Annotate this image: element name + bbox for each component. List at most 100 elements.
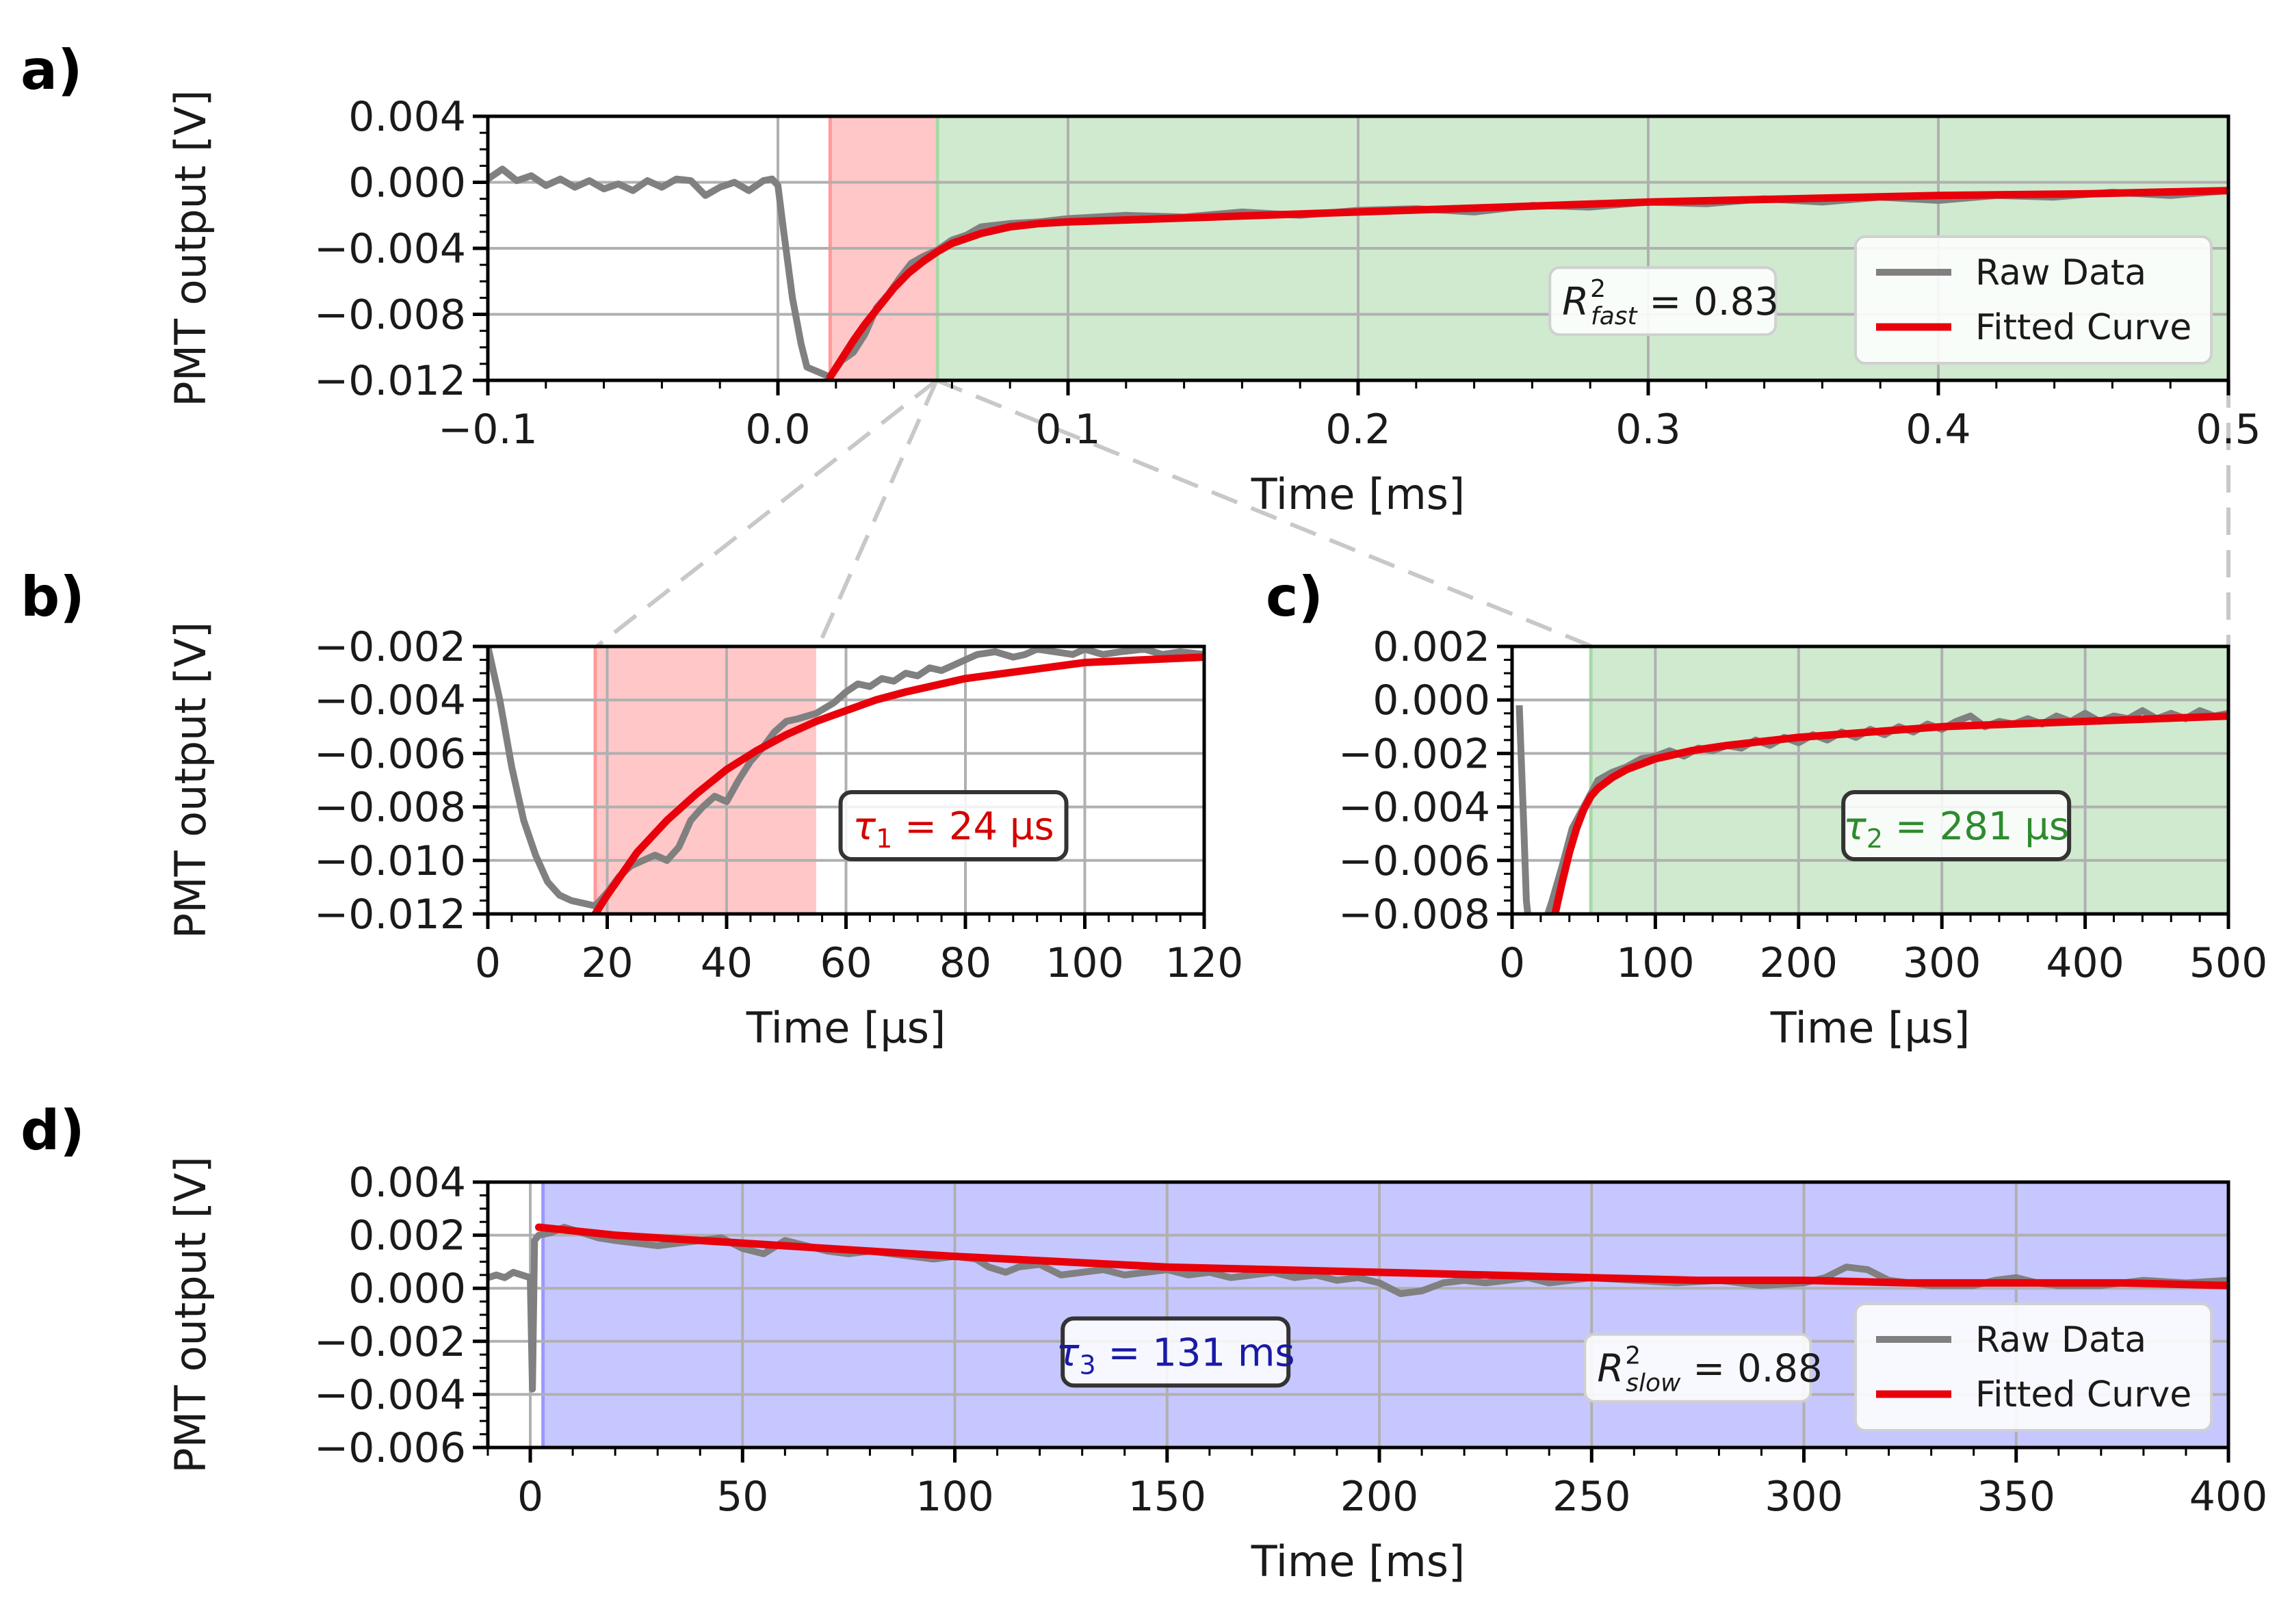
y-tick-label: 0.002 bbox=[348, 1212, 466, 1260]
zoom-connectors bbox=[595, 378, 2230, 649]
x-axis-label: Time [µs] bbox=[746, 1003, 946, 1053]
x-tick-label: 500 bbox=[2189, 939, 2268, 987]
x-tick-label: 350 bbox=[1977, 1473, 2055, 1521]
x-tick-label: 300 bbox=[1765, 1473, 1843, 1521]
legend-raw-label: Raw Data bbox=[1975, 1320, 2146, 1361]
x-tick-label: −0.1 bbox=[438, 406, 538, 454]
legend: Raw Data Fitted Curve bbox=[1854, 1302, 2213, 1432]
x-tick-label: 40 bbox=[701, 939, 753, 987]
y-tick-label: −0.006 bbox=[314, 1424, 466, 1472]
connector-c-left bbox=[935, 378, 1593, 649]
y-axis-label: PMT output [V] bbox=[166, 1156, 216, 1473]
tau-text: τ2 = 281 µs bbox=[1843, 804, 2069, 854]
y-axis-label: PMT output [V] bbox=[166, 622, 216, 939]
x-tick-label: 100 bbox=[915, 1473, 994, 1521]
x-tick-label: 0.5 bbox=[2196, 406, 2261, 454]
legend: Raw Data Fitted Curve bbox=[1854, 235, 2213, 365]
panel-c: c) 0 100 200 300 400 500 −0.008 −0.006 −0.004 −0.0… bbox=[1266, 565, 2267, 1053]
x-tick-label: 0 bbox=[1499, 939, 1525, 987]
y-tick-label: 0.004 bbox=[348, 93, 466, 141]
y-tick-label: −0.012 bbox=[314, 357, 466, 405]
connector-b-left bbox=[595, 378, 938, 649]
y-tick-label: −0.006 bbox=[314, 730, 466, 778]
x-tick-label: 0.3 bbox=[1615, 406, 1680, 454]
y-tick-label: −0.010 bbox=[314, 837, 466, 885]
tau-annotation: τ3 = 131 ms bbox=[1056, 1316, 1295, 1388]
y-axis-label: PMT output [V] bbox=[166, 90, 216, 406]
y-tick-label: −0.012 bbox=[314, 891, 466, 939]
x-tick-label: 0 bbox=[475, 939, 501, 987]
x-tick-label: 400 bbox=[2189, 1473, 2268, 1521]
x-tick-label: 100 bbox=[1616, 939, 1695, 987]
raw-data-line bbox=[488, 646, 1204, 910]
y-tick-label: −0.004 bbox=[314, 225, 466, 273]
y-tick-label: 0.002 bbox=[1372, 623, 1490, 671]
x-axis-label: Time [µs] bbox=[1770, 1003, 1970, 1053]
y-tick-label: −0.006 bbox=[1338, 837, 1490, 885]
x-tick-label: 50 bbox=[716, 1473, 768, 1521]
legend-raw-label: Raw Data bbox=[1975, 252, 2146, 293]
panel-label-b: b) bbox=[21, 565, 85, 629]
y-tick-label: −0.004 bbox=[1338, 784, 1490, 832]
x-tick-label: 0.2 bbox=[1325, 406, 1390, 454]
panel-a: a) −0.1 0.0 0.1 0.2 0.3 0.4 0.5 −0.012 −0.008 −0.0… bbox=[21, 38, 2261, 519]
fitted-curve-line bbox=[591, 653, 1204, 914]
legend-box bbox=[1854, 235, 2213, 365]
r2-annotation: R2 fast = 0.83 bbox=[1548, 266, 1779, 337]
annotation-box bbox=[1061, 1316, 1291, 1388]
tau-annotation: τ2 = 281 µs bbox=[1841, 789, 2072, 861]
r2-text: R2 slow = 0.88 bbox=[1597, 1342, 1822, 1398]
x-axis-label: Time [ms] bbox=[1251, 469, 1466, 519]
connector-b-right bbox=[816, 379, 939, 648]
x-tick-label: 400 bbox=[2046, 939, 2124, 987]
panel-label-c: c) bbox=[1266, 565, 1323, 629]
x-tick-label: 0.0 bbox=[745, 406, 810, 454]
tau-text: τ1 = 24 µs bbox=[853, 804, 1054, 854]
x-tick-label: 300 bbox=[1903, 939, 1981, 987]
fast-fit-window-shade bbox=[595, 646, 816, 914]
y-tick-label: −0.004 bbox=[314, 1371, 466, 1419]
y-tick-label: −0.002 bbox=[1338, 730, 1490, 778]
x-tick-label: 200 bbox=[1340, 1473, 1419, 1521]
panel-label-a: a) bbox=[21, 38, 83, 102]
fitted-curve-line bbox=[826, 187, 2228, 380]
fitted-curve-line bbox=[535, 1223, 2228, 1289]
tau-text: τ3 = 131 ms bbox=[1056, 1331, 1295, 1380]
panel-b: b) 0 20 40 60 80 100 120 −0.012 −0.010 −0.008 −0.00… bbox=[21, 565, 1243, 1053]
tau-annotation: τ1 = 24 µs bbox=[838, 789, 1069, 861]
x-tick-label: 60 bbox=[820, 939, 872, 987]
y-tick-label: 0.000 bbox=[348, 1265, 466, 1313]
panel-d: d) 0 50 100 150 200 250 300 350 400 −0.006 −0.004 −0… bbox=[21, 1099, 2267, 1586]
x-tick-label: 100 bbox=[1045, 939, 1124, 987]
legend-fit-label: Fitted Curve bbox=[1975, 1374, 2191, 1415]
fitted-curve-line bbox=[1551, 712, 2228, 914]
y-tick-label: 0.000 bbox=[1372, 677, 1490, 724]
x-tick-label: 250 bbox=[1552, 1473, 1631, 1521]
x-tick-label: 0.4 bbox=[1905, 406, 1970, 454]
y-tick-label: −0.008 bbox=[314, 784, 466, 832]
panel-label-d: d) bbox=[21, 1099, 85, 1162]
legend-box bbox=[1854, 1302, 2213, 1432]
x-tick-label: 20 bbox=[581, 939, 633, 987]
x-tick-label: 0.1 bbox=[1035, 406, 1100, 454]
x-tick-label: 80 bbox=[939, 939, 991, 987]
annotation-box bbox=[1583, 1333, 1812, 1403]
r2-annotation: R2 slow = 0.88 bbox=[1583, 1333, 1823, 1403]
y-tick-label: −0.004 bbox=[314, 677, 466, 724]
legend-fit-label: Fitted Curve bbox=[1975, 307, 2191, 348]
x-tick-label: 200 bbox=[1760, 939, 1838, 987]
slow-fit-window-shade bbox=[1591, 646, 2228, 914]
y-tick-label: −0.008 bbox=[1338, 891, 1490, 939]
y-tick-label: −0.008 bbox=[314, 291, 466, 339]
annotation-box bbox=[838, 789, 1069, 861]
x-tick-label: 0 bbox=[517, 1473, 543, 1521]
y-tick-label: −0.002 bbox=[314, 623, 466, 671]
x-tick-label: 120 bbox=[1165, 939, 1244, 987]
x-axis-label: Time [ms] bbox=[1251, 1536, 1466, 1586]
y-tick-label: −0.002 bbox=[314, 1318, 466, 1366]
x-tick-label: 150 bbox=[1128, 1473, 1207, 1521]
annotation-box bbox=[1841, 789, 2072, 861]
annotation-box bbox=[1548, 266, 1778, 337]
y-tick-label: 0.000 bbox=[348, 159, 466, 207]
